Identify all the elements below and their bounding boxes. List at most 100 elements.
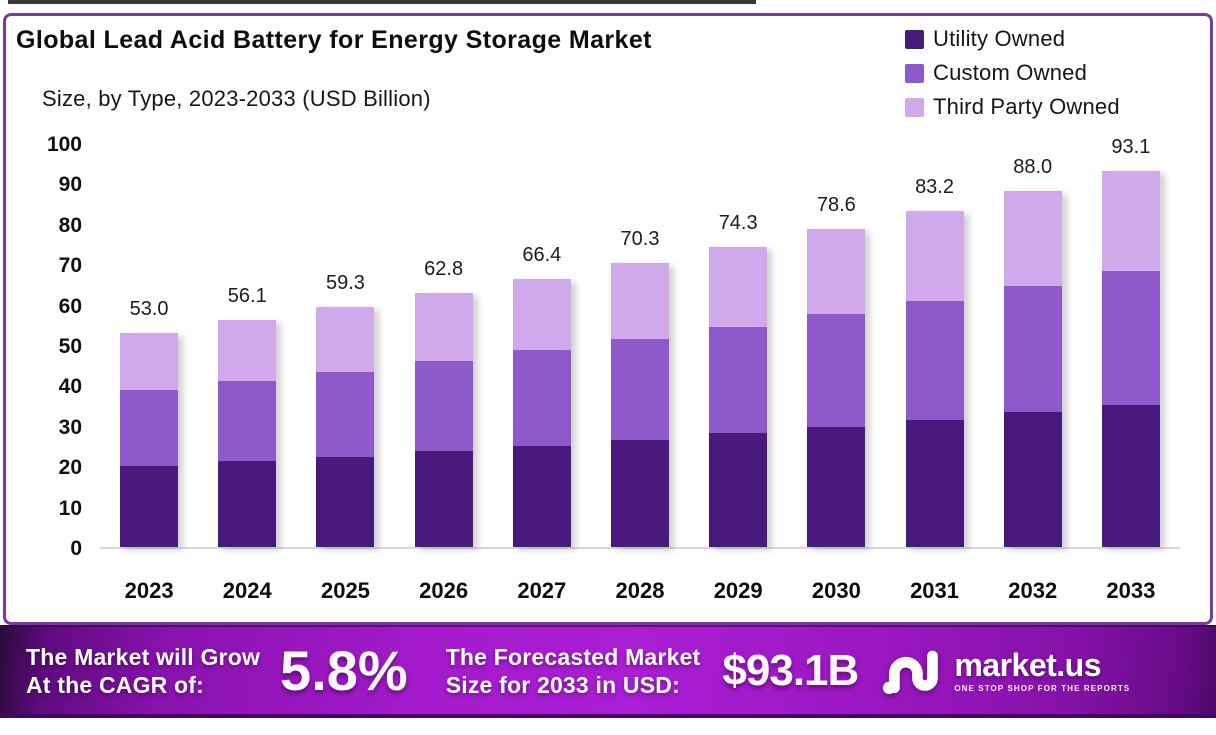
market-us-logo-icon [883,650,939,694]
bar-segment-utility-owned [709,433,768,547]
bar-total-label-2024: 56.1 [227,285,267,308]
bar-segment-third-party-owned [218,320,277,381]
bar-total-label-2028: 70.3 [620,228,660,250]
legend-item-custom-owned: Custom Owned [905,56,1120,90]
bar-total-label-2027: 66.4 [522,243,562,266]
bar-total-label-2026: 62.8 [424,258,464,281]
growth-label: The Market will Grow At the CAGR of: [26,643,260,699]
bar-segment-third-party-owned [1003,191,1062,287]
y-axis: 0 10 20 30 40 50 60 70 80 90 100 [10,133,82,560]
y-axis-tick-label: 80 [58,213,82,237]
bar-segment-third-party-owned [905,210,964,301]
bar-segment-utility-owned [512,445,571,547]
bar-total-label-2025: 59.3 [325,272,365,295]
top-edge-strip [8,0,756,4]
y-axis-tick-label: 40 [58,375,82,399]
chart-title: Global Lead Acid Battery for Energy Stor… [16,26,652,54]
legend-label: Custom Owned [933,60,1088,85]
y-axis-tick-label: 100 [46,133,82,156]
legend-item-third-party-owned: Third Party Owned [905,90,1120,124]
bar-total-label-2031: 83.2 [915,175,954,198]
legend-label: Utility Owned [933,26,1066,51]
bar-segment-third-party-owned [1101,170,1160,272]
y-axis-tick-label: 50 [58,335,82,358]
bar-segment-custom-owned [807,314,866,427]
bar-total-label-2030: 78.6 [816,194,856,217]
cagr-value: 5.8% [280,639,408,702]
bar-segment-utility-owned [611,439,669,547]
bar-segment-utility-owned [807,427,866,547]
bar-segment-custom-owned [611,338,669,440]
bar-segment-utility-owned [1101,404,1160,547]
brand-name: market.us [954,646,1101,683]
bar-segment-utility-owned [120,466,179,547]
bar-2026 [414,293,473,547]
bar-segment-utility-owned [414,451,473,547]
bar-2031 [905,210,964,547]
legend-color-swatch [905,63,924,83]
bar-total-label-2033: 93.1 [1111,135,1151,158]
bar-2033 [1101,170,1160,547]
brand-logo: market.us ONE STOP SHOP FOR THE REPORTS [882,645,1130,697]
bar-total-label-2029: 74.3 [718,211,758,234]
x-axis: 2023 2024 2025 2026 2027 2028 2029 2030 2031 2032… [100,578,1180,608]
x-axis-tick-label-2025: 2025 [320,578,370,603]
x-axis-tick-label-2030: 2030 [811,578,861,603]
y-axis-tick-label: 20 [58,456,82,480]
brand-text: market.us ONE STOP SHOP FOR THE REPORTS [954,649,1130,693]
bar-segment-custom-owned [512,350,571,446]
bar-2023 [120,332,179,547]
y-axis-tick-label: 90 [58,173,82,197]
bar-segment-third-party-owned [316,307,375,372]
bar-segment-utility-owned [905,419,964,547]
forecast-label: The Forecasted Market Size for 2033 in U… [446,643,701,699]
bar-segment-custom-owned [316,371,375,457]
bar-segment-custom-owned [218,380,277,462]
x-axis-tick-label-2033: 2033 [1106,578,1156,603]
chart-panel: Global Lead Acid Battery for Energy Stor… [3,13,1213,625]
bar-segment-third-party-owned [709,246,768,327]
x-axis-tick-label-2024: 2024 [222,578,272,603]
x-axis-tick-label-2028: 2028 [615,578,665,603]
y-axis-tick-label: 30 [58,415,82,439]
bar-segment-custom-owned [414,361,473,452]
bar-2030 [807,229,866,547]
forecast-label-line1: The Forecasted Market [445,643,701,670]
y-axis-tick-label: 60 [58,294,82,318]
bar-segment-third-party-owned [120,332,179,391]
x-axis-tick-label-2023: 2023 [124,578,174,603]
bar-segment-custom-owned [709,326,768,434]
bar-total-label-2032: 88.0 [1013,156,1053,179]
legend-label: Third Party Owned [933,94,1120,119]
bar-segment-custom-owned [1101,271,1160,405]
x-axis-tick-label-2032: 2032 [1008,578,1058,603]
legend-color-swatch [905,29,924,49]
x-axis-tick-label-2029: 2029 [713,578,763,603]
bar-segment-third-party-owned [414,293,473,362]
bar-segment-custom-owned [905,300,964,420]
legend-color-swatch [905,97,924,117]
chart-subtitle: Size, by Type, 2023-2033 (USD Billion) [42,86,431,111]
brand-tagline: ONE STOP SHOP FOR THE REPORTS [954,683,1131,693]
bar-2029 [709,246,768,547]
bar-total-label-2023: 53.0 [129,297,169,320]
bar-segment-third-party-owned [512,278,571,351]
legend-item-utility-owned: Utility Owned [905,22,1120,56]
bar-2024 [218,320,277,547]
x-axis-tick-label-2027: 2027 [517,578,567,603]
bar-segment-custom-owned [120,390,179,467]
y-axis-tick-label: 10 [58,496,82,520]
bar-2028 [611,263,669,547]
y-axis-tick-label: 70 [58,254,82,278]
x-axis-tick-label-2031: 2031 [910,578,960,603]
forecast-label-line2: Size for 2033 in USD: [445,671,680,698]
cagr-banner: The Market will Grow At the CAGR of: 5.8… [0,625,1216,718]
bar-segment-utility-owned [316,456,375,547]
growth-label-line1: The Market will Grow [26,643,261,670]
legend: Utility Owned Custom Owned Third Party Own… [905,22,1120,124]
growth-label-line2: At the CAGR of: [26,671,205,698]
bar-2032 [1003,191,1062,547]
bar-segment-custom-owned [1003,286,1062,413]
bar-segment-third-party-owned [611,263,669,339]
